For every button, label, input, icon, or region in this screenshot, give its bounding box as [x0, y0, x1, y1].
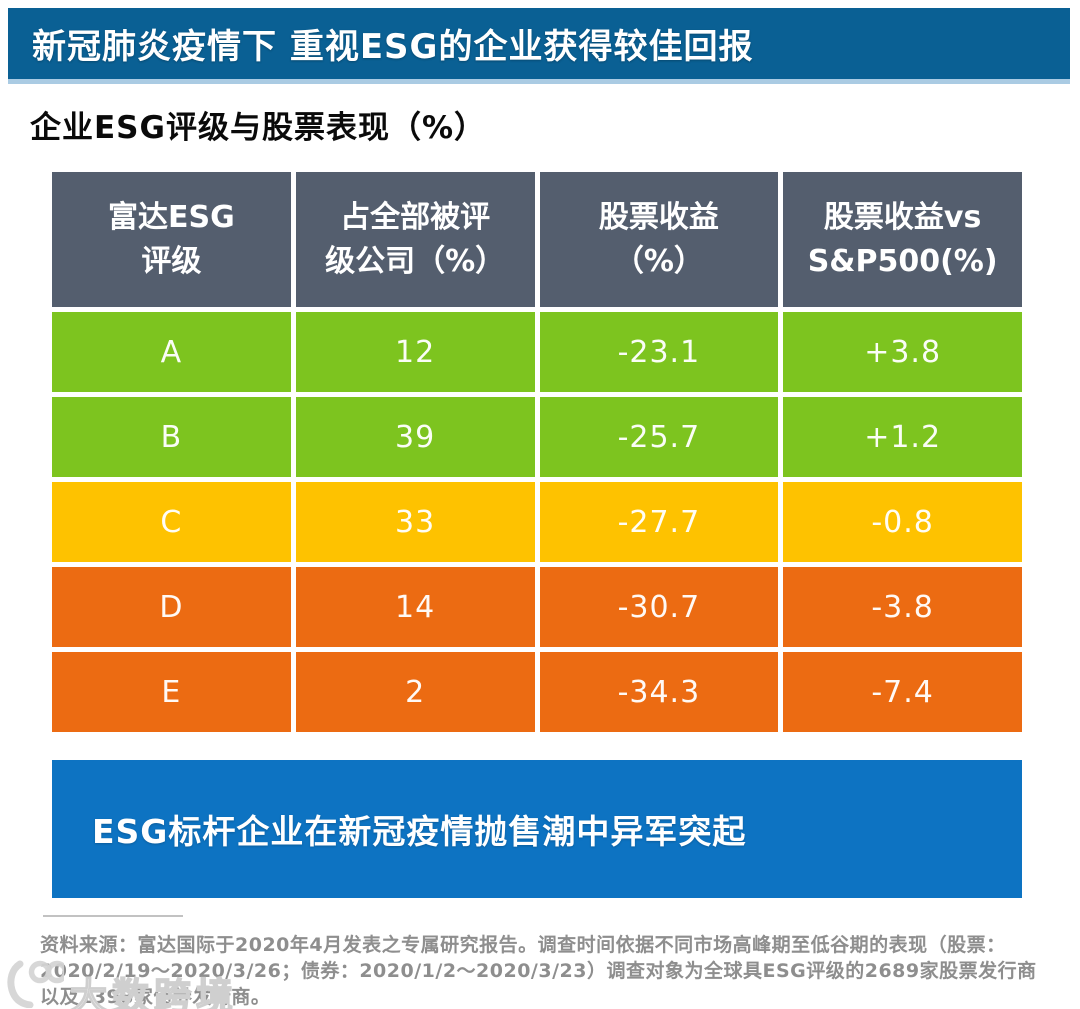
- footnote-divider: [43, 915, 183, 917]
- table-cell-rating-d: D: [52, 567, 291, 647]
- header-line: S&P500(%): [807, 243, 998, 279]
- header-cell-share: 占全部被评 级公司（%）: [295, 172, 535, 307]
- table-cell-return-e: -34.3: [539, 652, 779, 732]
- page-title: 企业ESG评级与股票表现（%）: [30, 110, 487, 146]
- table-cell-share-a: 12: [295, 312, 535, 392]
- table-cell-vs-sp500-c: -0.8: [783, 482, 1022, 562]
- header-line: 评级: [141, 243, 202, 279]
- header-cell-return: 股票收益 （%）: [539, 172, 779, 307]
- highlight-banner: ESG标杆企业在新冠疫情抛售潮中异军突起: [52, 760, 1022, 898]
- top-bar-title: 新冠肺炎疫情下 重视ESG的企业获得较佳回报: [32, 27, 754, 67]
- table-cell-rating-c: C: [52, 482, 291, 562]
- top-title-bar: 新冠肺炎疫情下 重视ESG的企业获得较佳回报: [8, 8, 1070, 84]
- header-cell-vs-sp500: 股票收益vs S&P500(%): [783, 172, 1022, 307]
- banner-text: ESG标杆企业在新冠疫情抛售潮中异军突起: [92, 812, 747, 851]
- header-line: 股票收益: [598, 200, 719, 235]
- table-cell-share-e: 2: [295, 652, 535, 732]
- table-cell-share-d: 14: [295, 567, 535, 647]
- header-line: 级公司（%）: [325, 243, 506, 279]
- table-cell-share-c: 33: [295, 482, 535, 562]
- table-cell-share-b: 39: [295, 397, 535, 477]
- table-cell-vs-sp500-b: +1.2: [783, 397, 1022, 477]
- table-cell-rating-b: B: [52, 397, 291, 477]
- header-line: 富达ESG: [108, 200, 235, 235]
- source-footnote: 资料来源：富达国际于2020年4月发表之专属研究报告。调查时间依据不同市场高峰期…: [40, 934, 1037, 1009]
- table-cell-return-b: -25.7: [539, 397, 779, 477]
- esg-rating-table: 富达ESG 评级 占全部被评 级公司（%） 股票收益 （%） 股票收益vs S&…: [52, 172, 1022, 732]
- table-cell-rating-e: E: [52, 652, 291, 732]
- table-cell-vs-sp500-d: -3.8: [783, 567, 1022, 647]
- table-cell-vs-sp500-a: +3.8: [783, 312, 1022, 392]
- header-line: 占全部被评: [340, 200, 491, 235]
- table-cell-return-c: -27.7: [539, 482, 779, 562]
- table-cell-return-d: -30.7: [539, 567, 779, 647]
- header-cell-rating: 富达ESG 评级: [52, 172, 291, 307]
- table-cell-vs-sp500-e: -7.4: [783, 652, 1022, 732]
- table-cell-rating-a: A: [52, 312, 291, 392]
- header-line: （%）: [613, 243, 704, 279]
- table-cell-return-a: -23.1: [539, 312, 779, 392]
- header-line: 股票收益vs: [823, 200, 982, 235]
